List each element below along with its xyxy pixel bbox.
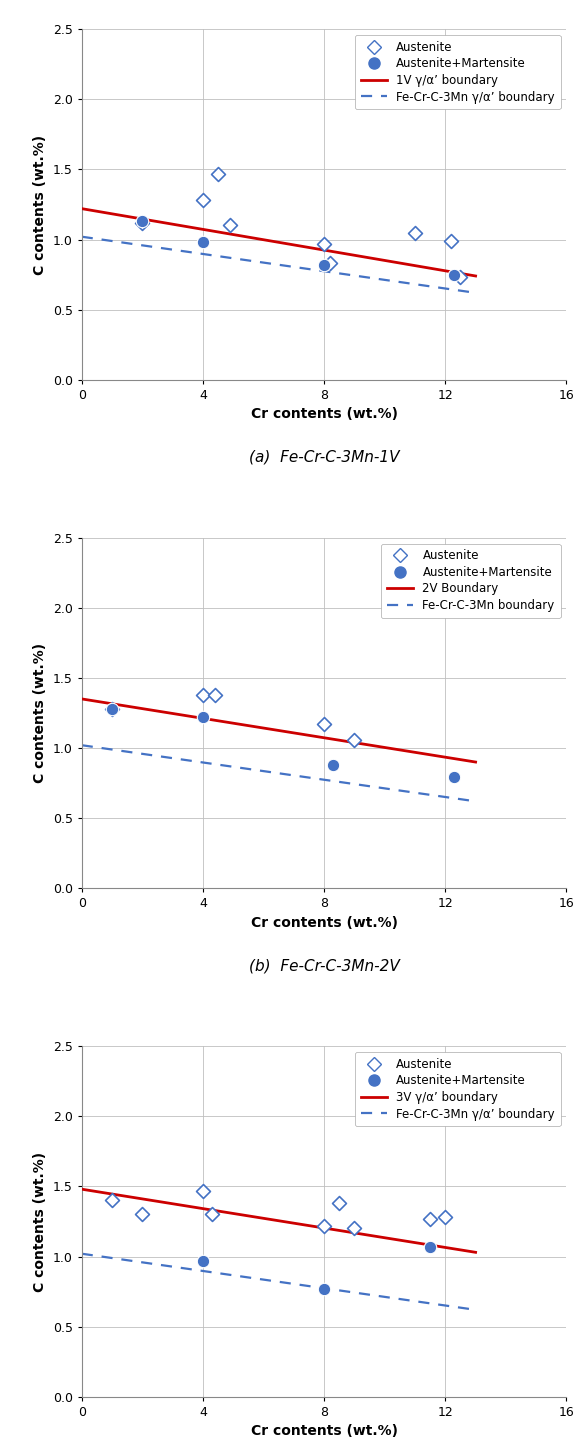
- Point: [450, 765, 459, 789]
- Point: [325, 252, 335, 275]
- Point: [198, 706, 208, 729]
- X-axis label: Cr contents (wt.%): Cr contents (wt.%): [251, 1424, 398, 1439]
- Y-axis label: C contents (wt.%): C contents (wt.%): [33, 134, 47, 275]
- Point: [319, 1277, 329, 1301]
- Point: [198, 189, 208, 212]
- Text: (b)  Fe-Cr-C-3Mn-2V: (b) Fe-Cr-C-3Mn-2V: [249, 959, 399, 973]
- Point: [335, 1192, 344, 1215]
- Point: [207, 1203, 217, 1227]
- Point: [426, 1235, 435, 1259]
- X-axis label: Cr contents (wt.%): Cr contents (wt.%): [251, 407, 398, 422]
- X-axis label: Cr contents (wt.%): Cr contents (wt.%): [251, 915, 398, 930]
- Y-axis label: C contents (wt.%): C contents (wt.%): [33, 1151, 47, 1292]
- Point: [440, 1206, 450, 1229]
- Point: [319, 1213, 329, 1237]
- Point: [411, 221, 420, 244]
- Point: [107, 697, 117, 720]
- Y-axis label: C contents (wt.%): C contents (wt.%): [33, 643, 47, 783]
- Point: [319, 253, 329, 276]
- Point: [138, 211, 147, 234]
- Point: [198, 682, 208, 706]
- Point: [456, 266, 465, 290]
- Point: [138, 210, 147, 233]
- Legend: Austenite, Austenite+Martensite, 2V Boundary, Fe-Cr-C-3Mn boundary: Austenite, Austenite+Martensite, 2V Boun…: [381, 544, 561, 618]
- Point: [198, 1248, 208, 1272]
- Legend: Austenite, Austenite+Martensite, 1V γ/α’ boundary, Fe-Cr-C-3Mn γ/α’ boundary: Austenite, Austenite+Martensite, 1V γ/α’…: [354, 35, 561, 109]
- Point: [107, 1189, 117, 1212]
- Point: [350, 728, 359, 751]
- Point: [225, 214, 235, 237]
- Text: (a)  Fe-Cr-C-3Mn-1V: (a) Fe-Cr-C-3Mn-1V: [249, 450, 399, 466]
- Point: [450, 263, 459, 287]
- Point: [213, 162, 223, 185]
- Legend: Austenite, Austenite+Martensite, 3V γ/α’ boundary, Fe-Cr-C-3Mn γ/α’ boundary: Austenite, Austenite+Martensite, 3V γ/α’…: [354, 1052, 561, 1126]
- Point: [210, 682, 220, 706]
- Point: [198, 1179, 208, 1202]
- Point: [329, 754, 338, 777]
- Point: [198, 231, 208, 255]
- Point: [447, 230, 456, 253]
- Point: [350, 1216, 359, 1240]
- Point: [138, 1203, 147, 1227]
- Point: [107, 697, 117, 720]
- Point: [319, 233, 329, 256]
- Point: [319, 713, 329, 736]
- Point: [426, 1208, 435, 1231]
